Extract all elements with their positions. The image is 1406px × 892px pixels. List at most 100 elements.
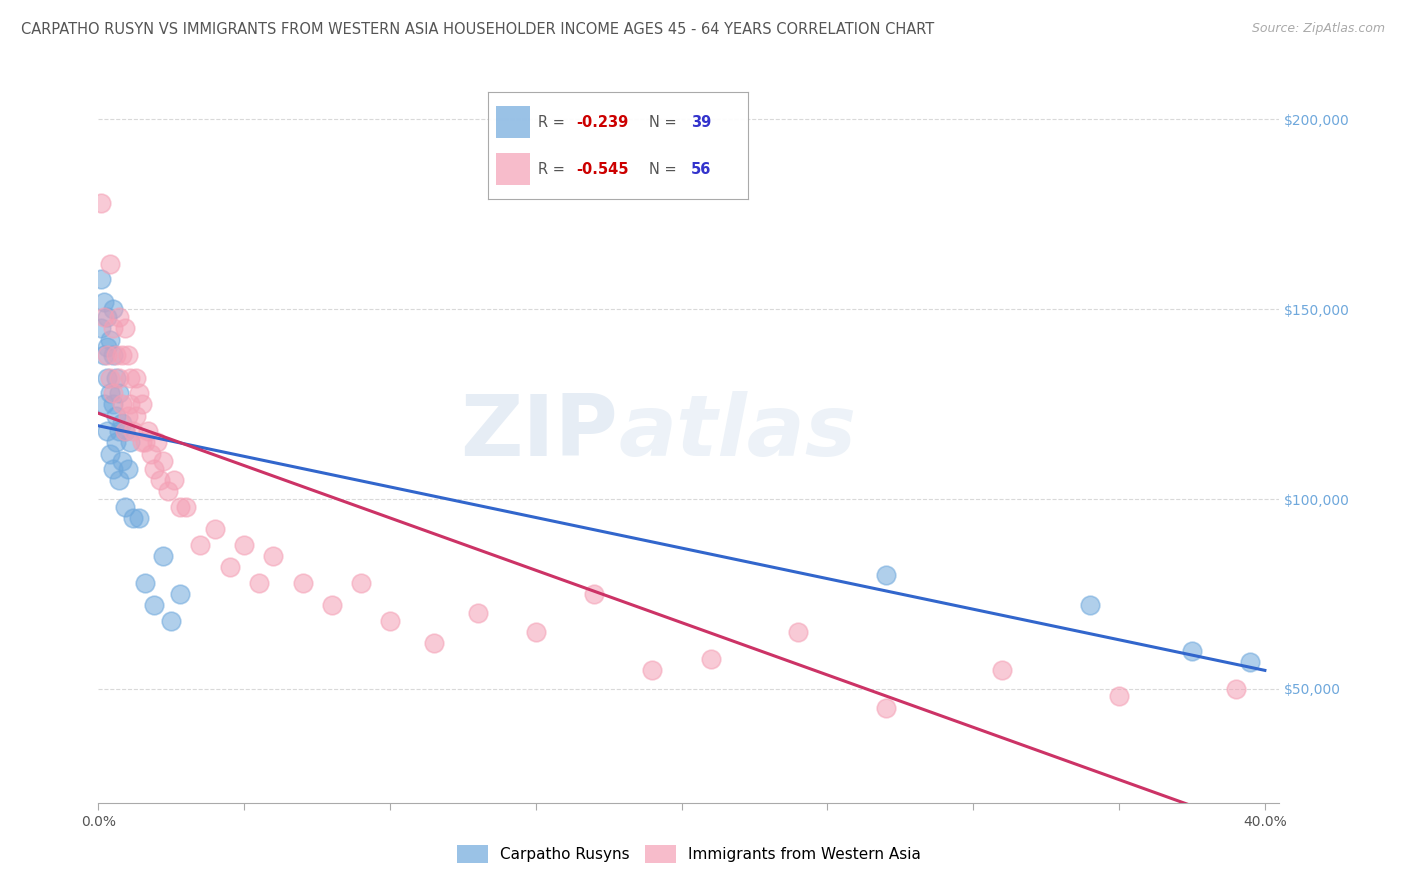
Point bbox=[128, 511, 150, 525]
Point bbox=[128, 385, 150, 400]
Point bbox=[98, 257, 121, 271]
Text: CARPATHO RUSYN VS IMMIGRANTS FROM WESTERN ASIA HOUSEHOLDER INCOME AGES 45 - 64 Y: CARPATHO RUSYN VS IMMIGRANTS FROM WESTER… bbox=[21, 22, 935, 37]
Point bbox=[152, 549, 174, 563]
Point bbox=[98, 385, 121, 400]
Point bbox=[104, 348, 127, 362]
Point bbox=[101, 461, 124, 475]
Point bbox=[142, 599, 165, 613]
Point bbox=[524, 624, 547, 639]
Point bbox=[108, 370, 131, 384]
Point bbox=[423, 636, 446, 650]
Point bbox=[104, 435, 127, 450]
Point bbox=[96, 370, 118, 384]
Point bbox=[321, 599, 343, 613]
Point bbox=[108, 385, 131, 400]
Point bbox=[204, 523, 226, 537]
Point bbox=[117, 409, 139, 423]
Point bbox=[641, 663, 664, 677]
Point bbox=[117, 461, 139, 475]
Point bbox=[96, 348, 118, 362]
Point bbox=[104, 370, 127, 384]
Point bbox=[111, 348, 134, 362]
Point bbox=[117, 348, 139, 362]
Point bbox=[169, 587, 191, 601]
Point bbox=[111, 454, 134, 468]
Point bbox=[875, 701, 897, 715]
Point bbox=[122, 424, 145, 438]
Point bbox=[120, 435, 142, 450]
Point bbox=[114, 321, 136, 335]
Point bbox=[149, 473, 172, 487]
Point bbox=[1078, 599, 1101, 613]
Point bbox=[1181, 644, 1204, 658]
Point bbox=[93, 348, 115, 362]
Text: Source: ZipAtlas.com: Source: ZipAtlas.com bbox=[1251, 22, 1385, 36]
Point bbox=[139, 446, 162, 460]
Point bbox=[169, 500, 191, 514]
Point bbox=[101, 385, 124, 400]
Point bbox=[136, 424, 159, 438]
Point bbox=[131, 435, 153, 450]
Point bbox=[98, 333, 121, 347]
Point bbox=[233, 538, 256, 552]
Point bbox=[111, 397, 134, 411]
Point bbox=[134, 435, 156, 450]
Point bbox=[114, 424, 136, 438]
Point bbox=[700, 651, 723, 665]
Point bbox=[163, 473, 186, 487]
Point bbox=[152, 454, 174, 468]
Point bbox=[120, 370, 142, 384]
Point bbox=[108, 424, 131, 438]
Point bbox=[101, 302, 124, 317]
Point bbox=[291, 575, 314, 590]
Point bbox=[378, 614, 401, 628]
Point bbox=[96, 310, 118, 324]
Point bbox=[583, 587, 606, 601]
Point bbox=[1239, 656, 1261, 670]
Point bbox=[96, 340, 118, 354]
Point bbox=[247, 575, 270, 590]
Point bbox=[101, 348, 124, 362]
Point bbox=[131, 397, 153, 411]
Point bbox=[218, 560, 240, 574]
Point bbox=[350, 575, 373, 590]
Point bbox=[108, 473, 131, 487]
Point bbox=[101, 397, 124, 411]
Point bbox=[787, 624, 810, 639]
Point bbox=[98, 446, 121, 460]
Point bbox=[125, 370, 148, 384]
Point bbox=[120, 397, 142, 411]
Point bbox=[190, 538, 212, 552]
Text: ZIP: ZIP bbox=[460, 391, 619, 475]
Point bbox=[93, 310, 115, 324]
Point bbox=[93, 294, 115, 309]
Point bbox=[114, 500, 136, 514]
Point bbox=[1108, 690, 1130, 704]
Point bbox=[160, 614, 183, 628]
Point bbox=[174, 500, 197, 514]
Point bbox=[104, 409, 127, 423]
Point bbox=[145, 435, 167, 450]
Point bbox=[142, 461, 165, 475]
Point bbox=[991, 663, 1014, 677]
Point bbox=[114, 424, 136, 438]
Point bbox=[98, 370, 121, 384]
Legend: Carpatho Rusyns, Immigrants from Western Asia: Carpatho Rusyns, Immigrants from Western… bbox=[451, 839, 927, 869]
Point bbox=[134, 575, 156, 590]
Text: atlas: atlas bbox=[619, 391, 856, 475]
Point bbox=[467, 606, 489, 620]
Point bbox=[90, 321, 112, 335]
Point bbox=[1225, 681, 1247, 696]
Point bbox=[111, 416, 134, 430]
Point bbox=[96, 424, 118, 438]
Point bbox=[157, 484, 180, 499]
Point bbox=[90, 272, 112, 286]
Point bbox=[122, 511, 145, 525]
Point bbox=[101, 321, 124, 335]
Point bbox=[125, 409, 148, 423]
Point bbox=[90, 195, 112, 210]
Point bbox=[875, 568, 897, 582]
Point bbox=[262, 549, 284, 563]
Point bbox=[93, 397, 115, 411]
Point bbox=[108, 310, 131, 324]
